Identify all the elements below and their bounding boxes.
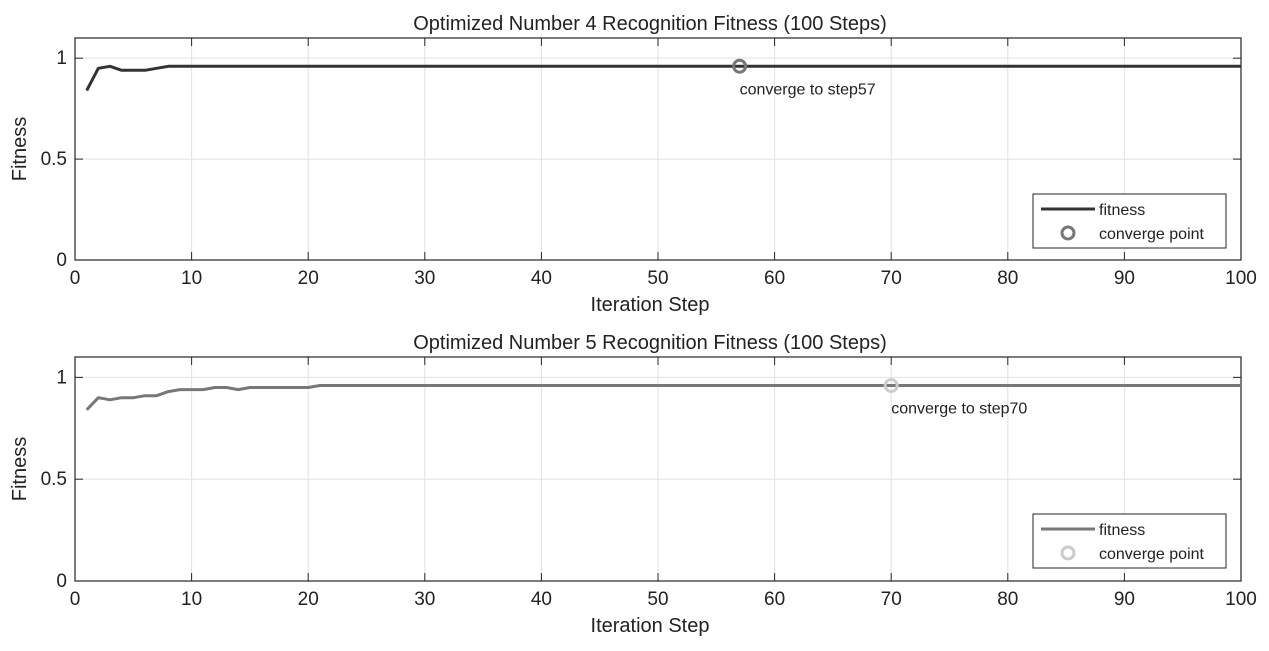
x-tick-label: 10 bbox=[181, 268, 202, 289]
y-tick-label: 1 bbox=[56, 367, 67, 388]
x-tick-label: 50 bbox=[647, 268, 668, 289]
x-tick-label: 0 bbox=[70, 589, 81, 610]
x-tick-label: 40 bbox=[531, 268, 552, 289]
legend-label-converge: converge point bbox=[1099, 546, 1205, 563]
x-tick-label: 30 bbox=[414, 268, 435, 289]
x-tick-label: 100 bbox=[1225, 589, 1257, 610]
x-tick-label: 100 bbox=[1225, 268, 1257, 289]
x-tick-label: 50 bbox=[647, 589, 668, 610]
chart-2: 0 10 20 30 40 50 60 70 80 90 100 0 0.5 1 Optimized Num… bbox=[9, 332, 1257, 637]
x-tick-label: 40 bbox=[531, 589, 552, 610]
y-axis-label: Fitness bbox=[9, 437, 31, 501]
chart-title: Optimized Number 5 Recognition Fitness (… bbox=[413, 332, 887, 354]
y-axis-label: Fitness bbox=[9, 117, 31, 181]
chart-1: 0 10 20 30 40 50 60 70 80 90 100 0 0.5 1 Optimized Num… bbox=[9, 13, 1257, 316]
x-tick-label: 70 bbox=[881, 268, 902, 289]
x-tick-label: 20 bbox=[298, 589, 319, 610]
converge-annotation: converge to step57 bbox=[740, 81, 876, 98]
x-tick-label: 70 bbox=[881, 589, 902, 610]
y-tick-label: 0.5 bbox=[41, 469, 67, 490]
x-tick-label: 90 bbox=[1114, 268, 1135, 289]
x-tick-label: 10 bbox=[181, 589, 202, 610]
chart-title: Optimized Number 4 Recognition Fitness (… bbox=[413, 13, 887, 35]
x-tick-label: 90 bbox=[1114, 589, 1135, 610]
x-tick-label: 0 bbox=[70, 268, 81, 289]
legend-label-converge: converge point bbox=[1099, 226, 1205, 243]
x-axis-label: Iteration Step bbox=[591, 615, 710, 637]
x-tick-label: 80 bbox=[997, 589, 1018, 610]
x-tick-label: 80 bbox=[997, 268, 1018, 289]
y-tick-label: 0 bbox=[56, 571, 67, 592]
y-tick-label: 0.5 bbox=[41, 149, 67, 170]
y-tick-label: 1 bbox=[56, 48, 67, 69]
legend-label-fitness: fitness bbox=[1099, 522, 1145, 539]
x-tick-label: 20 bbox=[298, 268, 319, 289]
x-axis-label: Iteration Step bbox=[591, 294, 710, 316]
x-tick-label: 60 bbox=[764, 268, 785, 289]
x-tick-label: 60 bbox=[764, 589, 785, 610]
converge-annotation: converge to step70 bbox=[891, 401, 1027, 418]
legend-label-fitness: fitness bbox=[1099, 202, 1145, 219]
x-tick-label: 30 bbox=[414, 589, 435, 610]
y-tick-label: 0 bbox=[56, 250, 67, 271]
